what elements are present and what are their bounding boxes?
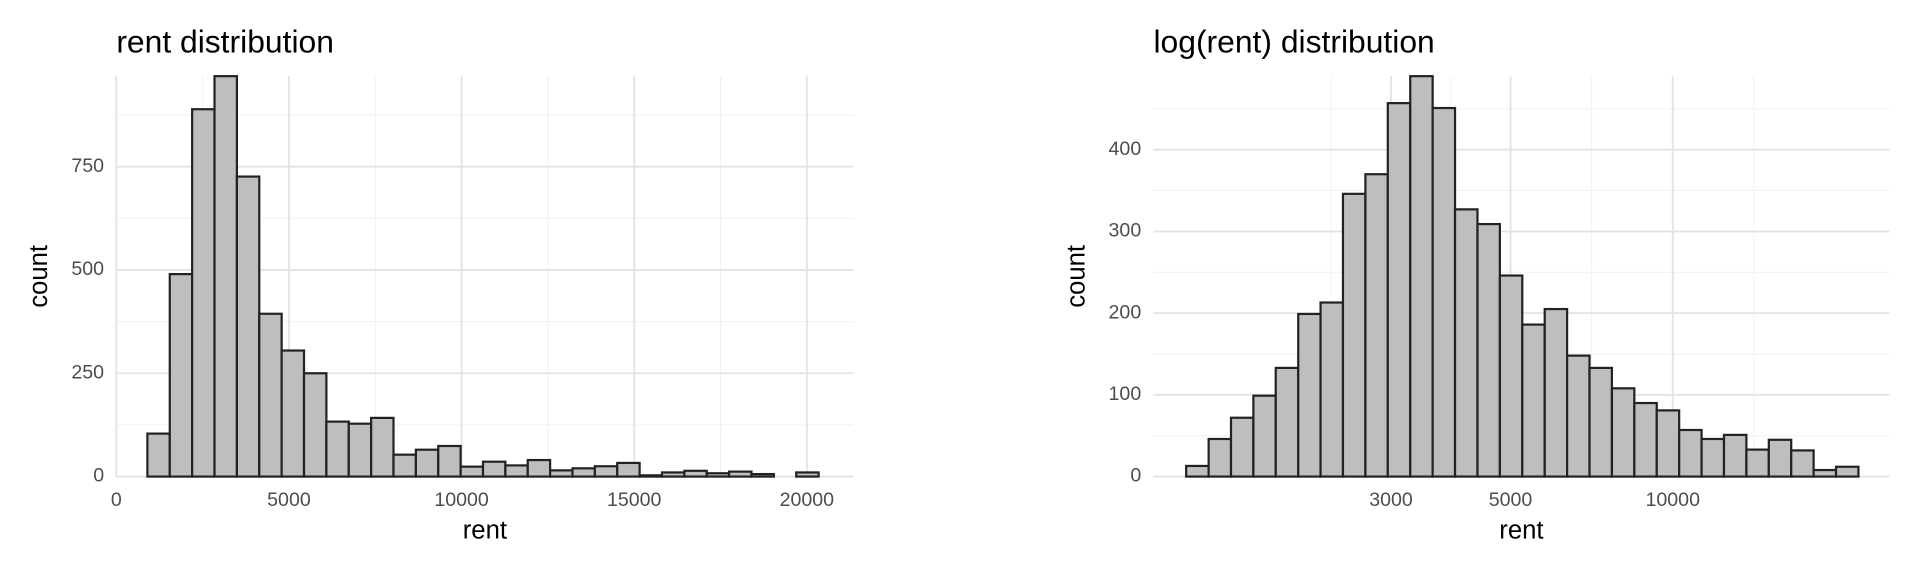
chart-title: rent distribution xyxy=(116,24,334,60)
bar xyxy=(1319,301,1345,478)
bar xyxy=(1386,102,1412,478)
bar xyxy=(1745,448,1770,478)
bar xyxy=(705,472,731,478)
bar xyxy=(437,444,462,478)
bar xyxy=(1790,449,1815,478)
bar xyxy=(1252,394,1277,478)
x-tick-label: 15000 xyxy=(607,489,662,511)
bar xyxy=(1588,366,1614,478)
bar xyxy=(1633,401,1658,478)
x-tick-label: 5000 xyxy=(267,489,311,511)
bar xyxy=(1566,354,1591,478)
bar xyxy=(616,461,641,478)
y-tick-label: 300 xyxy=(1109,220,1142,242)
bar xyxy=(1655,409,1681,478)
panel: 3000 5000 10000 0 100 200 300 400 log(rent) dist… xyxy=(1062,24,1890,544)
bar xyxy=(370,416,395,478)
bar xyxy=(258,312,283,478)
y-tick-label: 100 xyxy=(1109,383,1142,405)
bar xyxy=(1453,208,1479,478)
chart-title: log(rent) distribution xyxy=(1153,24,1434,60)
x-tick-label: 10000 xyxy=(1646,489,1701,511)
x-axis-label: rent xyxy=(463,516,507,544)
bar xyxy=(638,474,664,478)
bar xyxy=(660,471,686,478)
bar xyxy=(392,453,417,478)
bar xyxy=(1610,387,1636,478)
y-tick-label: 250 xyxy=(71,361,104,383)
bar xyxy=(146,432,171,478)
bar xyxy=(1476,222,1501,478)
x-axis-label: rent xyxy=(1499,516,1543,544)
bar xyxy=(1341,192,1367,478)
bar xyxy=(1229,416,1255,478)
x-tick-label: 10000 xyxy=(434,489,489,511)
bar xyxy=(1700,437,1726,478)
bar xyxy=(213,75,238,478)
bar xyxy=(1207,437,1233,478)
bar xyxy=(347,422,373,478)
bar xyxy=(1409,75,1434,478)
bar xyxy=(1185,464,1210,478)
x-tick-label: 20000 xyxy=(780,489,835,511)
bar xyxy=(549,469,574,478)
bar xyxy=(1834,465,1860,478)
bar xyxy=(325,420,350,478)
bar xyxy=(526,458,552,478)
bar xyxy=(1767,438,1793,478)
bar xyxy=(1274,366,1300,478)
bar xyxy=(235,175,261,478)
y-tick-label: 0 xyxy=(1130,465,1141,487)
bar xyxy=(593,465,619,478)
bar xyxy=(459,465,485,478)
bar xyxy=(795,471,820,478)
bar xyxy=(750,472,775,478)
y-axis-label: count xyxy=(25,245,53,308)
bar xyxy=(1297,312,1322,478)
bar xyxy=(1678,428,1703,478)
bar xyxy=(1498,274,1524,478)
bar xyxy=(191,108,216,478)
x-tick-label: 3000 xyxy=(1369,489,1413,511)
y-tick-label: 500 xyxy=(71,258,104,280)
y-axis-label: count xyxy=(1062,245,1090,308)
bar xyxy=(1431,106,1457,478)
bar xyxy=(728,470,753,478)
bar xyxy=(1722,433,1748,478)
panel: 0 5000 10000 15000 20000 0 250 500 750 rent distr… xyxy=(25,24,854,544)
bar xyxy=(280,349,306,478)
y-tick-label: 400 xyxy=(1109,138,1142,160)
bar xyxy=(168,272,194,478)
x-tick-label: 5000 xyxy=(1489,489,1533,511)
bar xyxy=(683,469,708,478)
bar xyxy=(302,372,328,478)
y-tick-label: 750 xyxy=(71,155,104,177)
y-tick-label: 0 xyxy=(93,465,104,487)
bar xyxy=(1812,468,1838,478)
bar xyxy=(481,460,507,478)
bar xyxy=(1364,173,1389,478)
bar xyxy=(1543,307,1569,478)
bar xyxy=(504,464,529,478)
x-tick-label: 0 xyxy=(111,489,122,511)
y-tick-label: 200 xyxy=(1109,301,1142,323)
bar xyxy=(571,467,596,478)
bar xyxy=(414,448,440,478)
bar xyxy=(1521,323,1546,478)
